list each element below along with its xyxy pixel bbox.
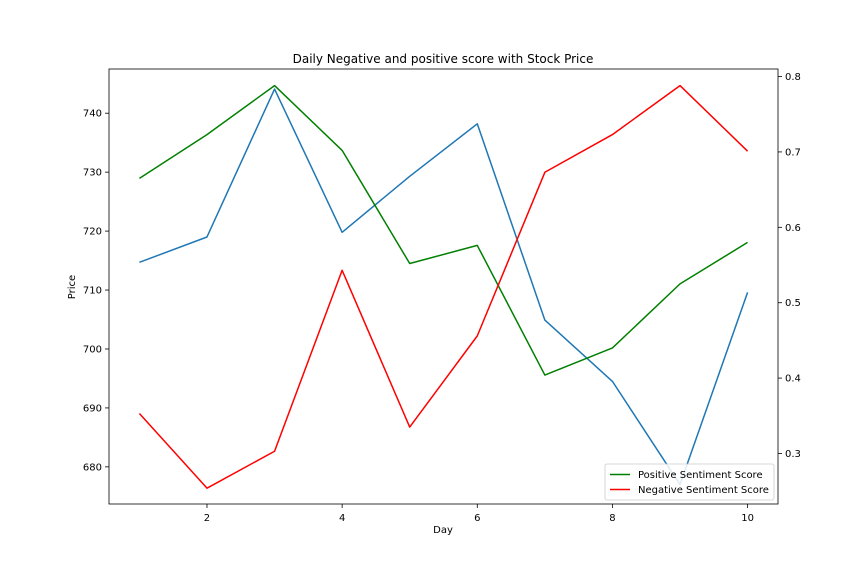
plot-frame <box>108 68 779 505</box>
y-right-tick-label: 0.4 <box>785 374 801 385</box>
x-tick-label: 10 <box>741 513 754 524</box>
series-line-positive <box>139 84 748 376</box>
x-tick-label: 8 <box>609 513 615 524</box>
y-left-tick-label: 710 <box>83 286 102 297</box>
plot-area <box>138 84 749 489</box>
y-left-tick-label: 720 <box>83 227 102 238</box>
y-right-tick-label: 0.3 <box>785 449 801 460</box>
series-line-price <box>139 88 749 486</box>
y-left-tick-label: 700 <box>83 344 102 355</box>
y-left-tick-label: 730 <box>83 168 102 179</box>
y-right-tick-label: 0.6 <box>785 223 801 234</box>
x-tick-label: 6 <box>474 513 480 524</box>
x-tick-label: 4 <box>339 513 345 524</box>
y-right-tick-label: 0.8 <box>785 72 801 83</box>
series-line-negative <box>138 84 749 489</box>
legend: Positive Sentiment Score Negative Sentim… <box>604 463 775 501</box>
y-axis-left: 680 690 700 710 720 730 740 <box>83 109 109 473</box>
legend-box <box>604 463 775 501</box>
y-axis-right: 0.3 0.4 0.5 0.6 0.7 0.8 <box>778 72 801 460</box>
x-tick-label: 2 <box>204 513 210 524</box>
x-axis-label: Day <box>433 525 453 536</box>
x-axis: 2 4 6 8 10 <box>204 504 754 524</box>
chart-title: Daily Negative and positive score with S… <box>293 52 594 66</box>
y-axis-label: Price <box>67 275 78 299</box>
y-right-tick-label: 0.7 <box>785 147 801 158</box>
y-left-tick-label: 690 <box>83 403 102 414</box>
legend-label-positive: Positive Sentiment Score <box>638 470 763 481</box>
y-right-tick-label: 0.5 <box>785 298 801 309</box>
y-left-tick-label: 680 <box>83 462 102 473</box>
y-left-tick-label: 740 <box>83 109 102 120</box>
legend-label-negative: Negative Sentiment Score <box>638 485 769 496</box>
